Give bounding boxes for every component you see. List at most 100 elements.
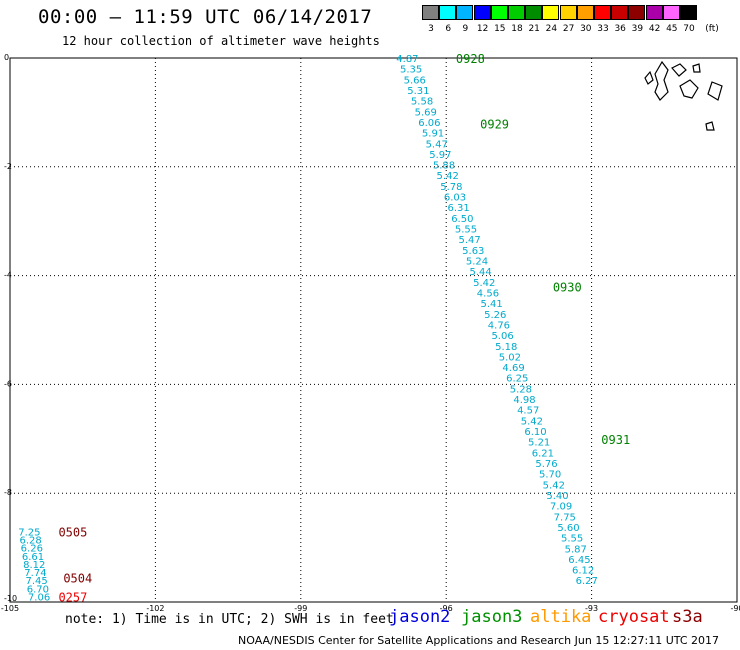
color-scale-label: 12 [476, 24, 489, 34]
wave-height-label: 5.91 [422, 129, 444, 140]
color-scale-swatch [490, 5, 508, 20]
wave-height-label: 4.69 [502, 363, 524, 374]
wave-height-label: 6.03 [444, 193, 466, 204]
island-santiago [671, 63, 687, 77]
wave-height-label: 6.12 [572, 566, 594, 577]
color-scale-swatch [542, 5, 560, 20]
footer-credit: NOAA/NESDIS Center for Satellite Applica… [238, 634, 720, 647]
color-scale-swatch [439, 5, 457, 20]
wave-height-label: 5.47 [459, 235, 481, 246]
wave-height-label: 6.25 [506, 374, 528, 385]
wave-height-label: 5.47 [426, 139, 448, 150]
wave-height-label: 4.98 [513, 395, 535, 406]
wave-height-label: 5.18 [495, 342, 517, 353]
pass-time-label: 0929 [480, 117, 509, 131]
longitude-tick-label: -105 [1, 604, 19, 613]
wave-height-label: 5.55 [455, 225, 477, 236]
wave-height-label: 7.45 [26, 576, 48, 587]
wave-height-label: 8.12 [23, 560, 45, 571]
wave-height-label: 5.70 [539, 470, 561, 481]
wave-height-label: 5.28 [510, 384, 532, 395]
color-scale-swatch [611, 5, 629, 20]
pass-time-labels: 0928 0929 0930 0931 0505 0504 0257 [58, 52, 630, 605]
pass-time-label: 0928 [456, 52, 485, 66]
color-scale-swatch [576, 5, 594, 20]
wave-height-label: 5.69 [415, 107, 437, 118]
island-floreana [705, 121, 715, 131]
color-scale-label: 33 [597, 24, 609, 34]
color-scale-swatch [525, 5, 543, 20]
footer-note: note: 1) Time is in UTC; 2) SWH is in fe… [65, 612, 394, 627]
wave-height-label: 5.60 [557, 523, 579, 534]
color-scale-label: 6 [445, 24, 452, 34]
wave-height-label: 5.58 [411, 97, 433, 108]
island-fernandina [644, 70, 654, 85]
island-san-cristobal [707, 81, 723, 101]
wave-height-label: 5.24 [466, 257, 488, 268]
wave-height-label: 5.88 [433, 161, 455, 172]
longitude-tick-label: -102 [146, 604, 164, 613]
wave-height-label: 6.31 [448, 203, 470, 214]
wave-height-label: 7.06 [28, 593, 50, 604]
wave-height-label: 6.06 [418, 118, 440, 129]
wave-height-label: 4.56 [477, 288, 499, 299]
wave-height-label: 6.45 [568, 555, 590, 566]
wave-height-label: 7.25 [18, 527, 40, 538]
legend-item-altika: altika [530, 607, 592, 627]
color-scale-label: 36 [614, 24, 626, 34]
pass-time-label: 0930 [553, 280, 582, 294]
wave-height-label: 4.57 [517, 406, 539, 417]
legend-item-jason2: jason2 [389, 607, 451, 627]
color-scale-unit: (ft) [705, 24, 719, 34]
island-santa-cruz [679, 79, 699, 99]
wave-height-label: 4.87 [396, 54, 418, 65]
longitude-tick-label: -99 [294, 604, 307, 613]
legend-item-jason3: jason3 [461, 607, 523, 627]
wave-height-label: 6.10 [524, 427, 546, 438]
color-scale-swatch [473, 5, 491, 20]
color-scale-swatch [628, 5, 646, 20]
latitude-tick-label: -10 [4, 594, 17, 603]
galapagos-islands [644, 60, 723, 131]
latitude-tick-label: -6 [4, 379, 12, 388]
wave-height-label: 5.31 [407, 86, 429, 97]
pass-time-label: 0931 [601, 433, 630, 447]
map-subtitle: 12 hour collection of altimeter wave hei… [62, 34, 380, 48]
color-scale-label: 42 [648, 24, 661, 34]
color-scale-label: 21 [528, 24, 540, 34]
wave-height-label: 5.02 [499, 352, 521, 363]
wave-height-label: 5.42 [543, 480, 565, 491]
wave-height-label: 6.28 [19, 535, 41, 546]
pass-time-label: 0257 [58, 591, 87, 605]
wave-height-label: 7.74 [24, 568, 46, 579]
wave-height-label: 7.09 [550, 502, 572, 513]
island-genovesa [692, 63, 701, 73]
wave-height-label: 5.63 [462, 246, 484, 257]
color-scale-label: 15 [494, 24, 506, 34]
color-scale-label: 45 [666, 24, 678, 34]
wave-height-label: 5.21 [528, 438, 550, 449]
wave-height-label: 5.40 [546, 491, 568, 502]
pass-time-label: 0505 [58, 525, 87, 539]
color-scale-label: 30 [580, 24, 592, 34]
legend-item-s3a: s3a [672, 607, 703, 627]
altimeter-track-southwest: 7.256.286.266.618.127.747.456.707.06 [18, 527, 50, 603]
latitude-tick-label: -4 [4, 271, 12, 280]
color-scale-swatch [680, 5, 697, 20]
wave-height-label: 5.42 [521, 416, 543, 427]
longitude-tick-label: -93 [585, 604, 598, 613]
wave-height-label: 5.42 [437, 171, 459, 182]
color-scale-label: 39 [631, 24, 644, 34]
wave-height-label: 5.66 [404, 75, 426, 86]
wave-height-label: 6.26 [21, 544, 43, 555]
map-grid [10, 58, 737, 602]
color-scale-swatch [456, 5, 474, 20]
color-scale-swatch [662, 5, 680, 20]
latitude-tick-label: -8 [4, 488, 12, 497]
color-scale-swatch [508, 5, 525, 20]
wave-height-label: 6.21 [532, 448, 554, 459]
color-scale-label: 3 [428, 24, 434, 34]
wave-height-label: 6.50 [451, 214, 473, 225]
wave-height-label: 5.26 [484, 310, 506, 321]
